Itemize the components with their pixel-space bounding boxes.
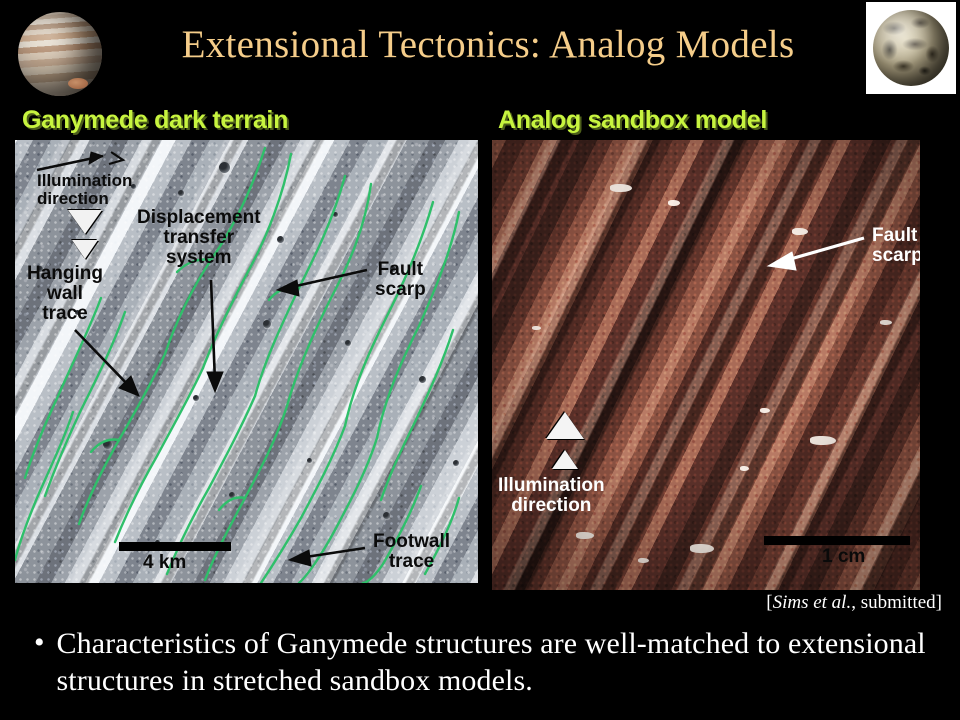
annotation-footwall-trace: Footwall trace <box>373 531 451 572</box>
annotation-displacement-transfer-system: Displacement transfer system <box>137 207 261 268</box>
scale-label-left: 4 km <box>143 552 187 573</box>
citation: [Sims et al., submitted] <box>766 592 942 614</box>
illumination-arrow-large-left <box>68 210 102 234</box>
scale-bar-left <box>119 542 231 551</box>
jupiter-planet-icon <box>18 12 102 96</box>
citation-rest: , submitted] <box>851 592 942 613</box>
page-title: Extensional Tectonics: Analog Models <box>181 23 795 66</box>
left-panel-arrows <box>36 151 368 567</box>
bullet-text: Characteristics of Ganymede structures a… <box>56 627 926 697</box>
sand-texture <box>492 140 920 590</box>
ganymede-terrain-image: Illumination direction Displacement tran… <box>15 140 478 583</box>
illumination-arrow-small-left <box>72 240 98 259</box>
annotation-fault-scarp-left: Fault scarp <box>375 259 426 300</box>
illumination-arrow-small-right <box>552 450 578 469</box>
annotation-fault-scarp-right: Fault scarp <box>872 225 920 266</box>
ganymede-thumbnail-frame <box>866 2 956 94</box>
annotation-hanging-wall-trace: Hanging wall trace <box>27 263 103 324</box>
scale-bar-right <box>764 536 910 545</box>
illumination-arrow-large-right <box>546 412 584 439</box>
sandbox-model-image: Fault scarp Illumination direction 1 cm <box>492 140 920 590</box>
bullet-item: • Characteristics of Ganymede structures… <box>30 626 940 699</box>
citation-open: [ <box>766 592 773 613</box>
great-red-spot <box>68 78 88 89</box>
citation-authors: Sims et al. <box>772 592 852 613</box>
sand-grain <box>492 140 920 590</box>
panel-caption-right: Analog sandbox model <box>498 106 768 134</box>
right-panel-arrows <box>766 236 865 271</box>
sand-vignette <box>492 140 920 590</box>
sand-scarp-shading <box>492 140 920 590</box>
bullet-marker: • <box>34 626 45 659</box>
annotation-illumination-direction-left: Illumination direction <box>37 171 133 208</box>
mapped-fault-traces <box>15 146 461 583</box>
scale-label-right: 1 cm <box>822 546 866 567</box>
ganymede-moon-icon <box>873 10 949 86</box>
annotation-illumination-direction-right: Illumination direction <box>498 475 605 516</box>
panel-caption-left: Ganymede dark terrain <box>22 106 289 134</box>
crater-field <box>15 140 478 583</box>
